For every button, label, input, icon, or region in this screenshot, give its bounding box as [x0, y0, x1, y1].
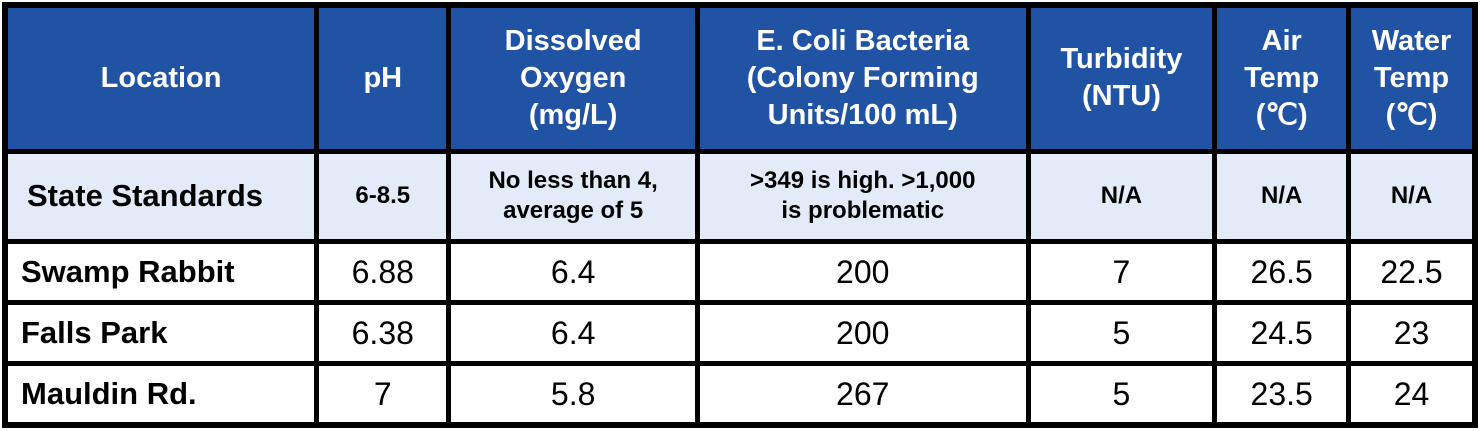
cell-location: Mauldin Rd.: [2, 361, 320, 428]
table-row-swamp-rabbit: Swamp Rabbit 6.88 6.4 200 7 26.5 22.5: [2, 239, 1478, 306]
standards-cell-ecoli: >349 is high. >1,000 is problematic: [694, 148, 1031, 245]
header-cell-ph: pH: [314, 2, 452, 154]
cell-ecoli: 200: [694, 239, 1031, 306]
cell-ecoli: 200: [694, 300, 1031, 367]
cell-dissolved-oxygen: 6.4: [446, 300, 700, 367]
header-cell-water-temp: Water Temp (℃): [1346, 2, 1478, 154]
header-cell-air-temp: Air Temp (℃): [1212, 2, 1352, 154]
header-cell-dissolved-oxygen: Dissolved Oxygen (mg/L): [446, 2, 700, 154]
cell-ph: 7: [314, 361, 452, 428]
header-row: Location pH Dissolved Oxygen (mg/L) E. C…: [2, 2, 1478, 154]
cell-water-temp: 23: [1346, 300, 1478, 367]
cell-ecoli: 267: [694, 361, 1031, 428]
table-row-falls-park: Falls Park 6.38 6.4 200 5 24.5 23: [2, 300, 1478, 367]
cell-location: Falls Park: [2, 300, 320, 367]
header-cell-ecoli: E. Coli Bacteria (Colony Forming Units/1…: [694, 2, 1031, 154]
standards-cell-water-temp: N/A: [1346, 148, 1478, 245]
cell-dissolved-oxygen: 5.8: [446, 361, 700, 428]
header-cell-location: Location: [2, 2, 320, 154]
standards-cell-location: State Standards: [2, 148, 320, 245]
cell-air-temp: 24.5: [1212, 300, 1352, 367]
cell-location: Swamp Rabbit: [2, 239, 320, 306]
cell-turbidity: 5: [1025, 300, 1218, 367]
standards-cell-dissolved-oxygen: No less than 4, average of 5: [446, 148, 700, 245]
cell-air-temp: 26.5: [1212, 239, 1352, 306]
cell-water-temp: 24: [1346, 361, 1478, 428]
cell-air-temp: 23.5: [1212, 361, 1352, 428]
table-row-mauldin-rd: Mauldin Rd. 7 5.8 267 5 23.5 24: [2, 361, 1478, 428]
header-cell-turbidity: Turbidity (NTU): [1025, 2, 1218, 154]
cell-ph: 6.88: [314, 239, 452, 306]
standards-cell-ph: 6-8.5: [314, 148, 452, 245]
standards-cell-air-temp: N/A: [1212, 148, 1352, 245]
cell-ph: 6.38: [314, 300, 452, 367]
cell-dissolved-oxygen: 6.4: [446, 239, 700, 306]
cell-turbidity: 7: [1025, 239, 1218, 306]
standards-cell-turbidity: N/A: [1025, 148, 1218, 245]
cell-turbidity: 5: [1025, 361, 1218, 428]
state-standards-row: State Standards 6-8.5 No less than 4, av…: [2, 148, 1478, 245]
cell-water-temp: 22.5: [1346, 239, 1478, 306]
